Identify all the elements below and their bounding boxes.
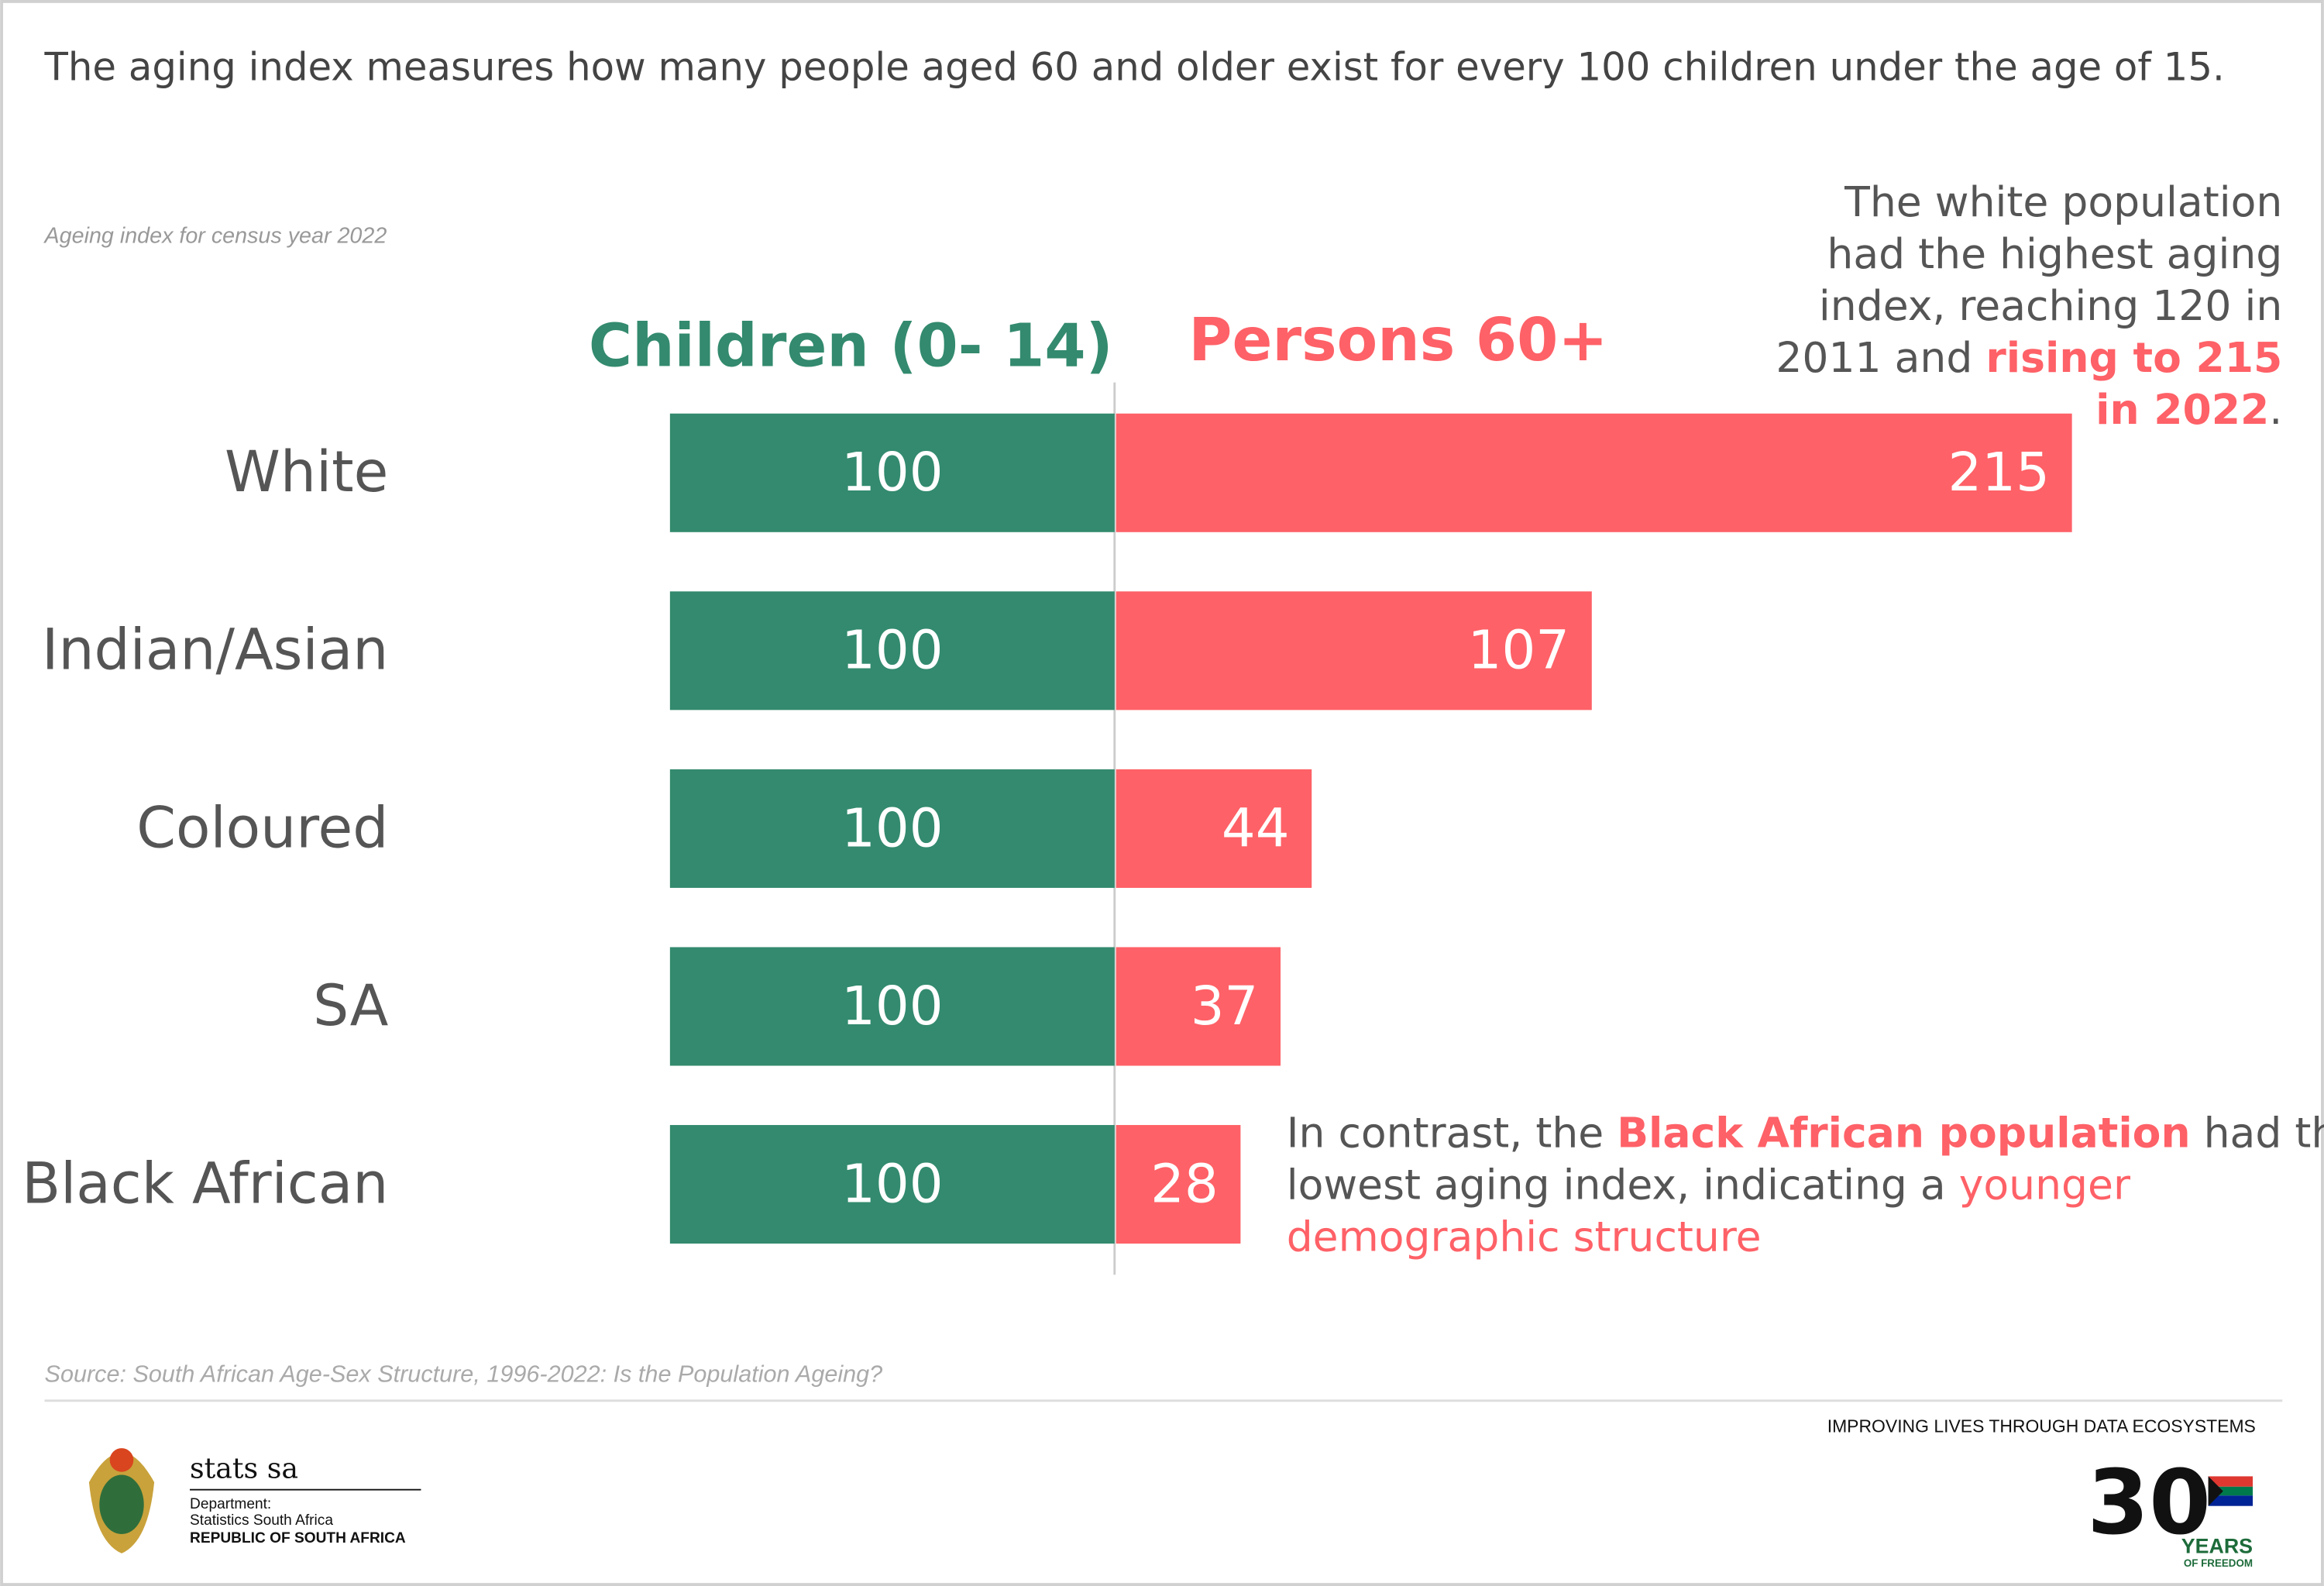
category-label: White [225,440,388,505]
annotation-run: demographic structure [1287,1212,1762,1261]
annotation-line: 2011 and rising to 215 [1776,333,2282,382]
value-label: 100 [841,975,943,1037]
value-label: 100 [841,620,943,682]
value-label: 100 [841,442,943,504]
value-label: 100 [841,1153,943,1215]
value-label: 28 [1150,1153,1219,1215]
annotation-run: Black African population [1617,1108,2190,1157]
bar [1116,947,1281,1066]
badge-number: 30 [2087,1451,2211,1555]
annotation-run: . [2269,384,2282,433]
annotation-run: lowest aging index, indicating a [1287,1160,1959,1209]
source: Source: South African Age-Sex Structure,… [45,1361,883,1387]
badge-sub: OF FREEDOM [2184,1557,2253,1569]
flag [2208,1476,2254,1506]
category-label: Indian/Asian [42,618,388,683]
annotation-line: In contrast, the Black African populatio… [1287,1108,2324,1157]
chart-title: The aging index measures how many people… [44,44,2225,89]
annotation-run: had the [2191,1108,2324,1157]
annotation-run: 2011 and [1776,333,1985,382]
bar [1116,1125,1241,1244]
chart-subtitle: Ageing index for census year 2022 [43,224,387,249]
bar [669,769,1115,888]
bar [669,591,1115,710]
annotation-run: In contrast, the [1287,1108,1618,1157]
annotation-run: rising to 215 [1985,333,2282,382]
legend-label: Persons 60+ [1188,306,1607,375]
value-label: 107 [1468,620,1569,682]
annotation-run: The white population [1844,177,2282,226]
category-label: Black African [22,1151,388,1216]
annotation-line: index, reaching 120 in [1819,281,2282,330]
annotation-line: lowest aging index, indicating a younger [1287,1160,2131,1209]
annotation-line: The white population [1844,177,2282,226]
slogan: IMPROVING LIVES THROUGH DATA ECOSYSTEMS [1827,1416,2256,1436]
value-label: 44 [1222,797,1290,859]
annotation-run: younger [1959,1160,2131,1209]
category-label: SA [313,974,388,1039]
annotation-line: in 2022. [2095,384,2282,433]
category-label: Coloured [136,796,388,861]
value-label: 215 [1948,442,2050,504]
value-label: 37 [1191,975,1259,1037]
coat-of-arms [88,1448,155,1553]
agency: Statistics South Africa [190,1512,333,1529]
annotation-run: had the highest aging [1827,229,2282,278]
annotation-run: index, reaching 120 in [1819,281,2282,330]
annotation-line: demographic structure [1287,1212,1762,1261]
bar [669,1125,1115,1244]
legend-label: Children (0- 14) [589,311,1113,380]
brand: stats sa [190,1451,298,1485]
country: REPUBLIC OF SOUTH AFRICA [190,1530,406,1546]
department: Department: [190,1496,271,1512]
badge-word: YEARS [2181,1534,2253,1557]
value-label: 100 [841,797,943,859]
bar [669,413,1115,532]
bar [1116,769,1312,888]
annotation-run: in 2022 [2095,384,2269,433]
bar [1116,413,2072,532]
bar [669,947,1115,1066]
annotation-line: had the highest aging [1827,229,2282,278]
bar [1116,591,1592,710]
